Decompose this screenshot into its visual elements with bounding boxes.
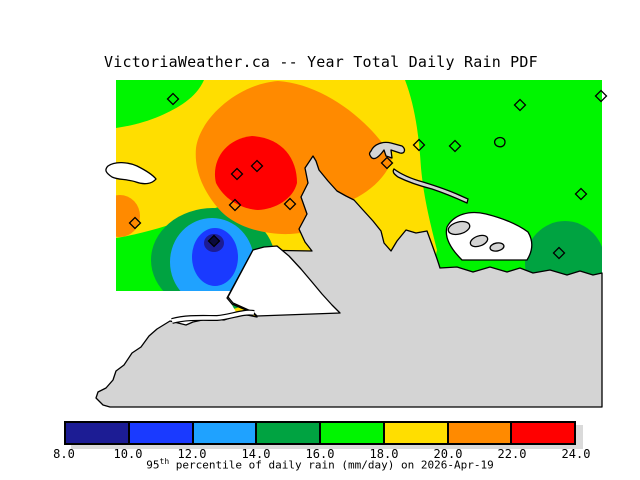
water-strait-wedge [227,245,341,317]
contour-orange-left-patch [116,195,140,237]
station-diamond-marker [552,246,566,260]
colorbar-cell [66,423,128,443]
colorbar-cell [382,423,447,443]
colorbar-cell [127,423,192,443]
contour-red-blob [214,136,297,210]
station-diamond-marker [166,92,180,106]
station-diamond-marker [128,216,142,230]
colorbar-cell [191,423,256,443]
colorbar-tick-label: 12.0 [177,447,207,461]
colorbar-tick-label: 10.0 [113,447,143,461]
colorbar-tick-label: 22.0 [497,447,527,461]
station-diamond-marker [594,89,608,103]
station-diamond-marker [574,187,588,201]
colorbar-tick-label: 8.0 [53,447,75,461]
islet-2 [469,234,489,248]
island-chain [392,168,469,204]
station-diamond-marker [207,234,221,248]
station-diamond-marker [412,138,426,152]
caption-rest: percentile of daily rain (mm/day) on 202… [169,458,494,472]
water-channel [171,310,255,323]
islet-outline-east [493,136,506,148]
islet-1 [447,220,471,236]
island-fingers [368,141,406,160]
colorbar-tick-label: 24.0 [561,447,591,461]
colorbar-cell [319,423,383,443]
islet-3 [489,242,505,252]
caption-superscript: th [159,457,170,466]
station-diamond-marker [230,167,244,181]
station-diamond-marker [228,198,242,212]
colorbar-tick-label: 18.0 [369,447,399,461]
colorbar [64,421,576,445]
colorbar-tick-label: 16.0 [305,447,335,461]
contour-green-topleft [116,80,204,128]
chart-title: VictoriaWeather.ca -- Year Total Daily R… [104,53,538,71]
coastline-layer [95,136,603,408]
caption-prefix: 95 [146,458,160,472]
colorbar-cell [446,423,511,443]
colorbar-cell [255,423,319,443]
station-diamond-marker [250,159,264,173]
station-diamond-marker [380,156,394,170]
station-markers [128,89,608,260]
colorbar-tick-label: 20.0 [433,447,463,461]
colorbar-tick-label: 14.0 [241,447,271,461]
colorbar-caption: 95th percentile of daily rain (mm/day) o… [146,457,493,472]
station-diamond-marker [283,197,297,211]
water-lake-west [105,161,157,185]
colorbar-cell [510,423,574,443]
contour-ring-blue [192,228,238,286]
land-mass-south [95,155,603,408]
station-diamond-marker [513,98,527,112]
station-diamond-marker [448,139,462,153]
